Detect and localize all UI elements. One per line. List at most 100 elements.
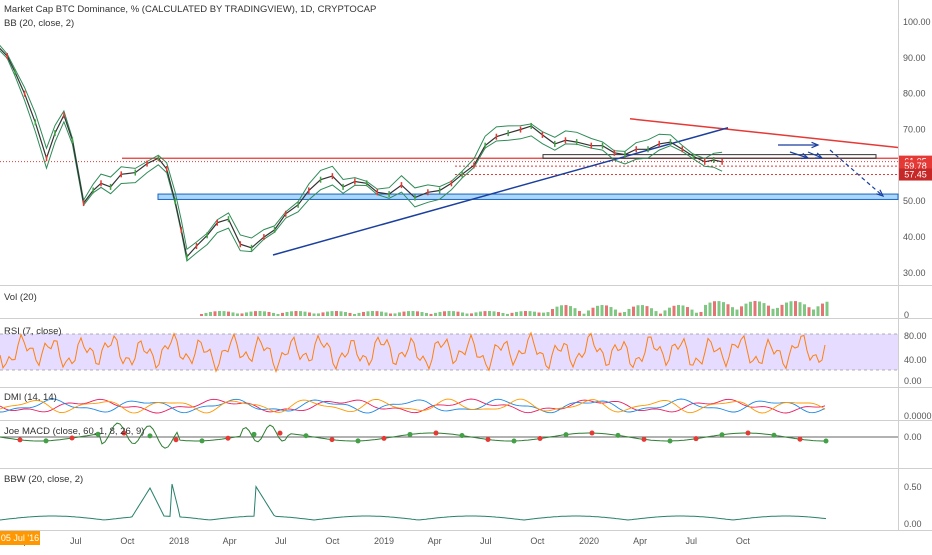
- volume-bar: [758, 301, 761, 316]
- volume-bar: [605, 305, 608, 316]
- volume-bar: [317, 313, 320, 316]
- volume-bar: [636, 305, 640, 316]
- volume-bar: [798, 302, 802, 316]
- x-tick-label: Apr: [223, 536, 237, 546]
- volume-bar: [227, 311, 230, 316]
- x-tick-label: Apr: [428, 536, 442, 546]
- volume-bar: [600, 305, 604, 316]
- macd-signal-dot: [173, 437, 179, 443]
- volume-bar: [209, 311, 212, 316]
- volume-bar: [312, 313, 316, 316]
- volume-bar: [560, 305, 563, 316]
- y-tick-label: 100.00: [903, 17, 931, 27]
- rsi-band: [0, 334, 898, 370]
- macd-pane-label: Joe MACD (close, 60, 1, 8, 26, 9): [4, 426, 145, 437]
- rsi-pane-label: RSI (7, close): [4, 326, 62, 337]
- volume-bar: [299, 311, 302, 316]
- volume-bar: [663, 310, 667, 316]
- volume-bar: [789, 301, 793, 316]
- dmi-axis-tick: 0.0000: [904, 411, 932, 421]
- volume-bar: [681, 305, 685, 316]
- volume-bar: [308, 312, 311, 316]
- range-box: [542, 154, 877, 159]
- macd-signal-dot: [69, 435, 75, 441]
- volume-bar: [303, 311, 307, 316]
- volume-bar: [573, 308, 577, 316]
- volume-bar: [366, 311, 370, 316]
- volume-bar: [515, 311, 518, 316]
- volume-bar: [726, 304, 730, 316]
- volume-bar: [690, 309, 694, 316]
- volume-bar: [816, 306, 820, 316]
- x-tick-label: Oct: [120, 536, 135, 546]
- arrow-head-right-1: [811, 141, 820, 149]
- volume-bar: [776, 307, 779, 316]
- volume-bar: [380, 311, 383, 316]
- macd-signal-dot: [797, 436, 803, 442]
- volume-bar: [519, 311, 523, 316]
- macd-signal-dot: [459, 433, 465, 439]
- macd-signal-dot: [303, 433, 309, 439]
- x-tick-label: Jul: [685, 536, 697, 546]
- macd-signal-dot: [485, 436, 491, 442]
- macd-signal-dot: [147, 433, 153, 439]
- volume-bar: [353, 313, 356, 316]
- macd-signal-dot: [381, 435, 387, 441]
- volume-bar: [411, 311, 415, 316]
- descending-trendline: [629, 118, 899, 149]
- volume-bar: [641, 305, 644, 316]
- volume-bar: [258, 311, 262, 316]
- volume-bar: [632, 306, 635, 316]
- y-tick-label: 50.00: [903, 196, 926, 206]
- dmi-line: [0, 398, 826, 414]
- uptrend-line: [272, 127, 729, 256]
- bb-upper-band: [0, 44, 723, 251]
- volume-bar: [825, 301, 829, 316]
- volume-bar: [537, 312, 541, 316]
- volume-bar: [677, 305, 680, 316]
- volume-bar: [650, 308, 653, 316]
- x-tick-label: Oct: [325, 536, 340, 546]
- volume-bar: [344, 312, 347, 316]
- x-tick-label: Oct: [530, 536, 545, 546]
- volume-bar: [330, 311, 334, 316]
- macd-signal-dot: [537, 436, 543, 442]
- volume-bar: [393, 313, 397, 316]
- y-tick-label: 80.00: [903, 89, 926, 99]
- volume-bar: [501, 312, 505, 316]
- volume-bar: [771, 308, 775, 316]
- volume-bar: [488, 311, 491, 316]
- volume-bar: [740, 306, 743, 316]
- volume-bar: [362, 311, 365, 316]
- volume-bar: [348, 312, 352, 316]
- volume-bar: [528, 311, 532, 316]
- volume-bar: [276, 313, 280, 316]
- volume-bar: [452, 311, 455, 316]
- volume-bar: [479, 311, 482, 316]
- macd-signal-dot: [199, 438, 205, 444]
- volume-bar: [443, 311, 446, 316]
- macd-signal-dot: [563, 432, 569, 438]
- volume-bar: [357, 312, 361, 316]
- volume-bar: [218, 311, 221, 316]
- volume-bar: [200, 314, 203, 316]
- bbw-pane-label: BBW (20, close, 2): [4, 474, 84, 485]
- volume-bar: [672, 305, 676, 316]
- volume-bar: [447, 311, 451, 316]
- volume-bar: [695, 312, 698, 316]
- chart-title: Market Cap BTC Dominance, % (CALCULATED …: [4, 4, 377, 15]
- macd-axis-tick: 0.00: [904, 432, 922, 442]
- volume-bar: [407, 311, 410, 316]
- volume-bar: [245, 312, 248, 316]
- volume-bar: [335, 311, 338, 316]
- volume-bar: [803, 304, 806, 316]
- macd-signal-dot: [329, 437, 335, 443]
- volume-bar: [699, 311, 703, 316]
- arrow-head-down-2: [814, 152, 824, 159]
- volume-bar: [807, 307, 811, 316]
- dmi-line: [0, 398, 826, 414]
- volume-bar: [542, 312, 545, 316]
- x-tick-label: 2019: [374, 536, 394, 546]
- macd-signal-dot: [355, 438, 361, 444]
- bb-indicator-label: BB (20, close, 2): [4, 18, 75, 29]
